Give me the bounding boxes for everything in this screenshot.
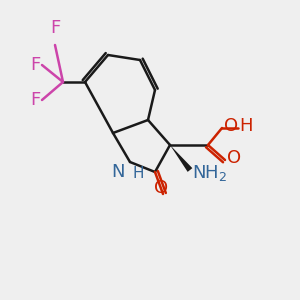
Text: N: N — [112, 163, 125, 181]
Text: H: H — [133, 167, 145, 182]
Text: O: O — [227, 149, 241, 167]
Text: F: F — [50, 19, 60, 37]
Polygon shape — [170, 145, 192, 172]
Text: NH$_2$: NH$_2$ — [192, 163, 227, 183]
Text: F: F — [30, 56, 40, 74]
Text: F: F — [30, 91, 40, 109]
Text: O: O — [154, 179, 168, 197]
Text: O: O — [224, 117, 238, 135]
Text: H: H — [239, 117, 253, 135]
